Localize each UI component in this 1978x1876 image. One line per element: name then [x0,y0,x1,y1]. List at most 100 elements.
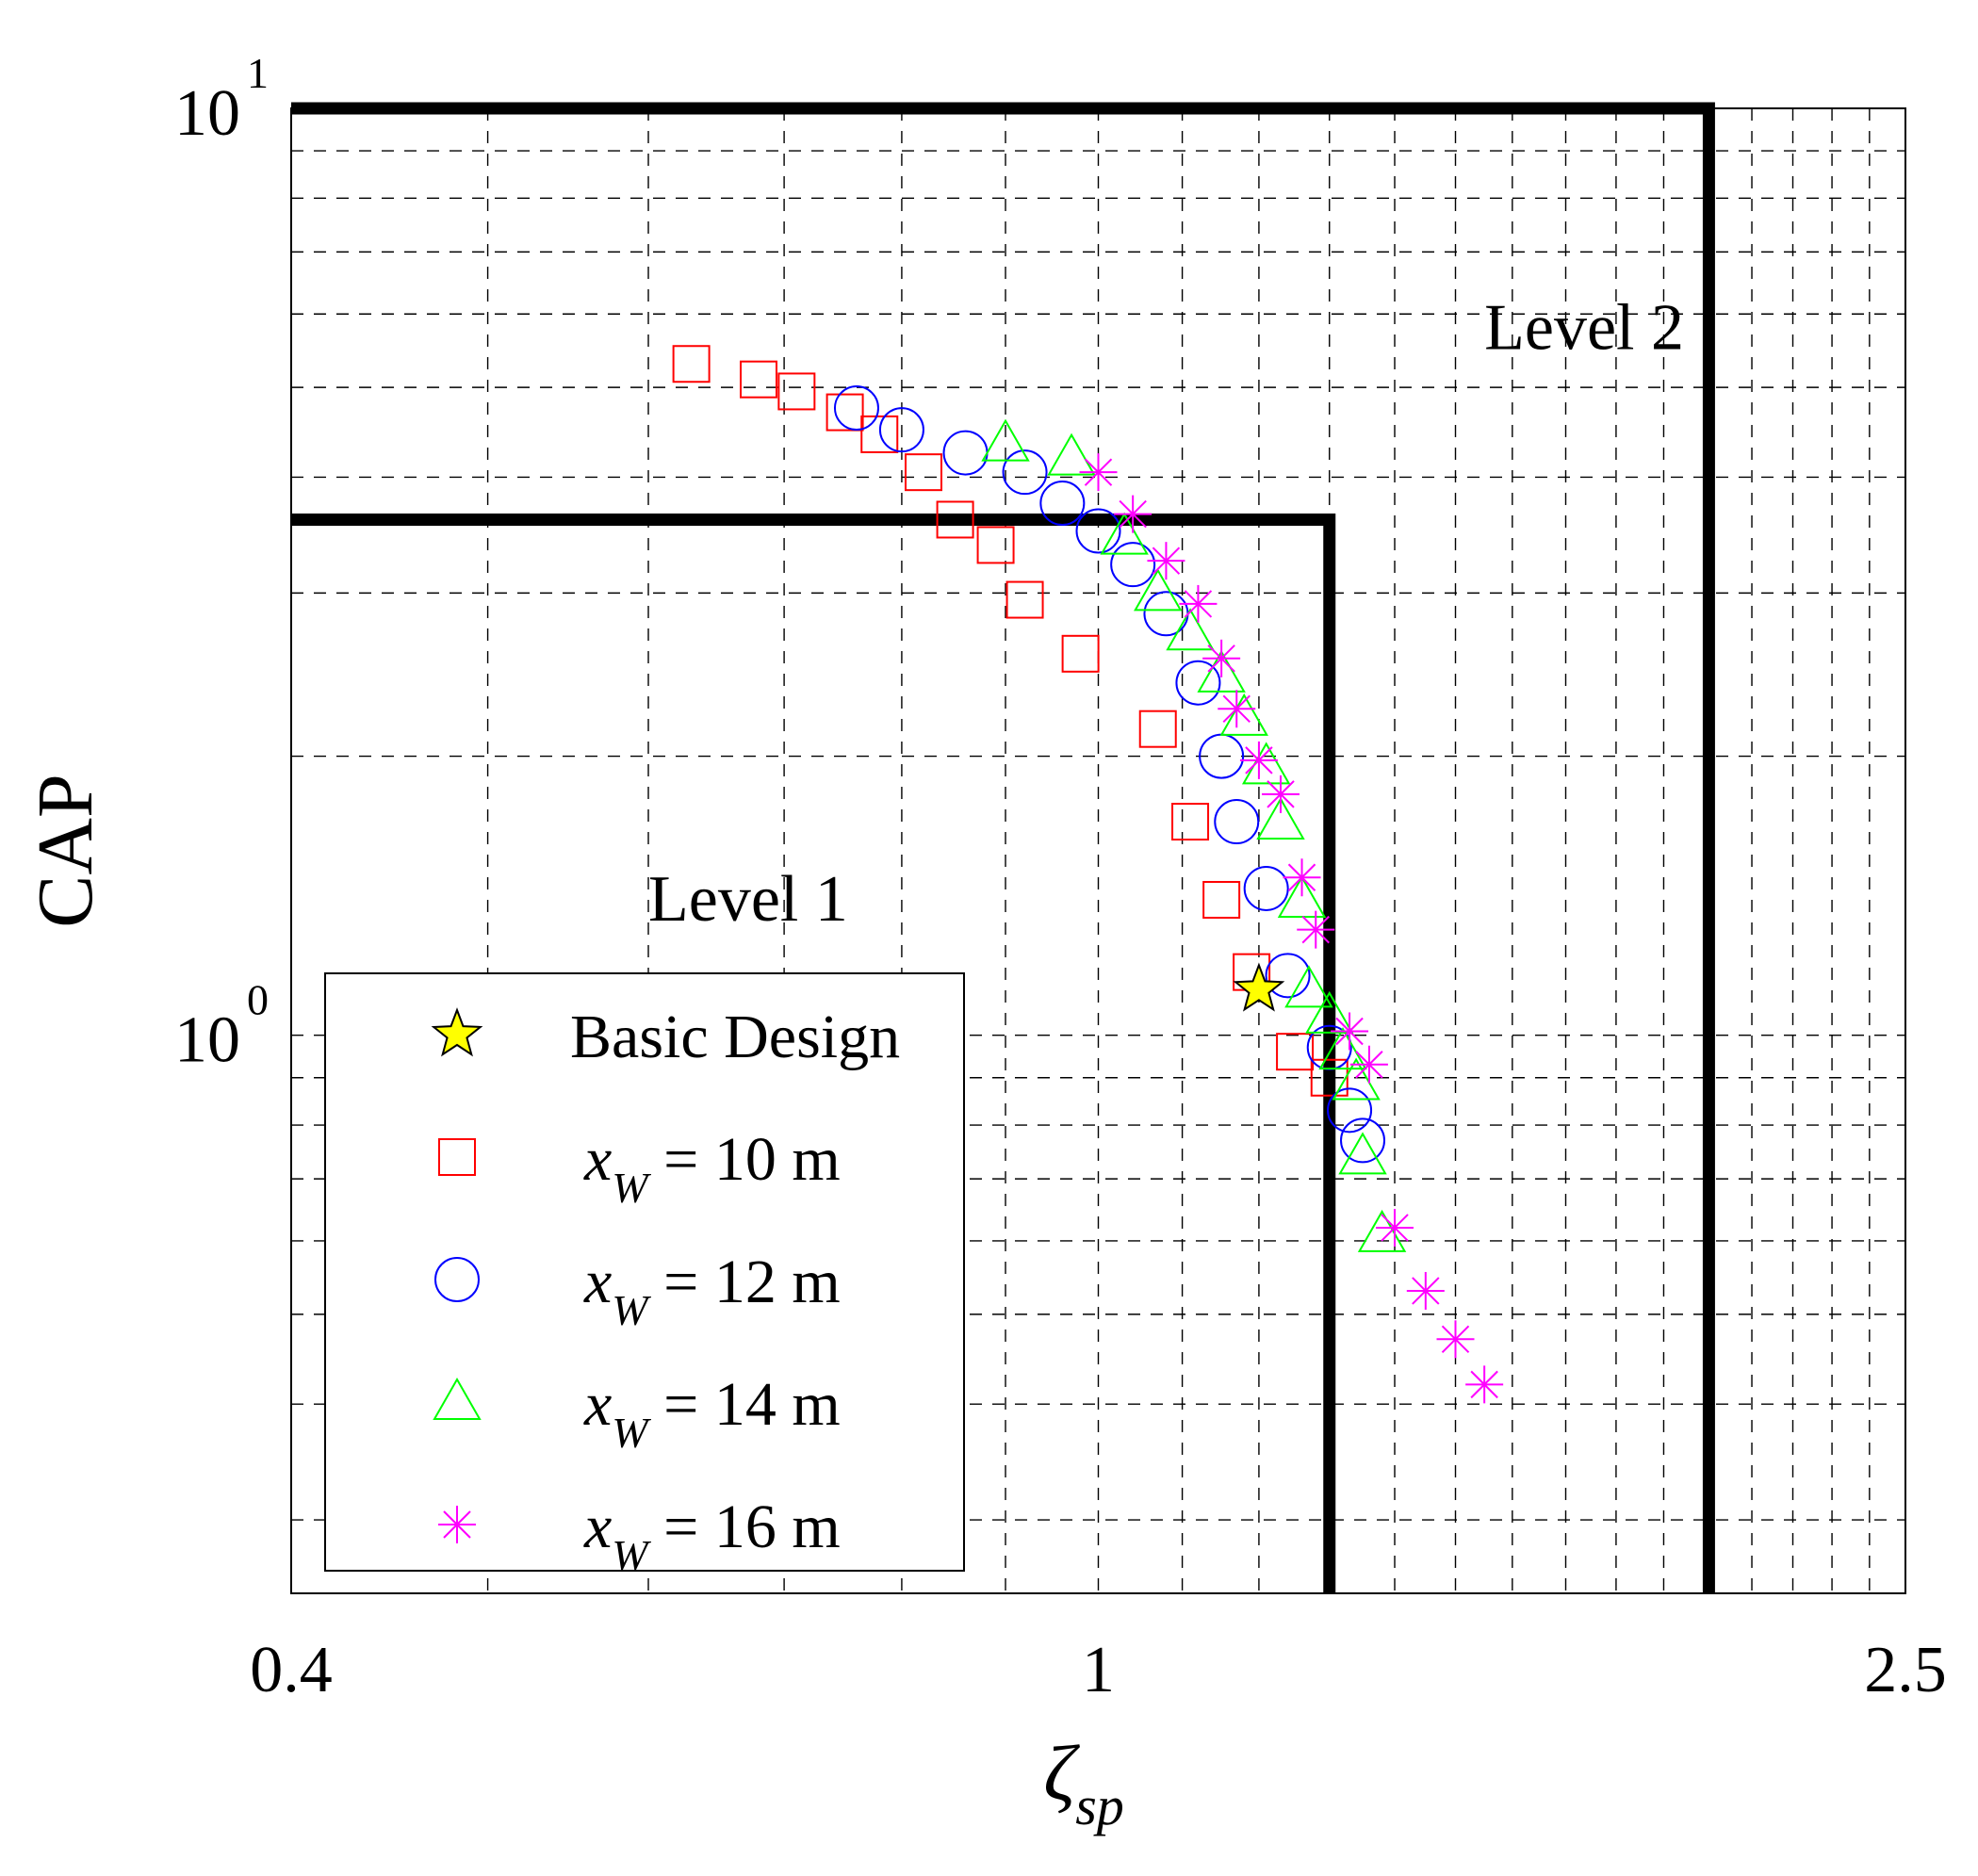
data-point-x10 [936,500,974,539]
circle-marker [1075,508,1121,554]
data-point-x12 [833,385,879,432]
circle-marker [1175,660,1221,706]
triangle-marker [1277,874,1327,918]
data-point-x12 [1265,953,1311,999]
y-tick-label-base: 10 [174,1004,240,1077]
square-marker [1171,803,1210,841]
legend-label-basic: Basic Design [570,1003,900,1071]
legend-marker-x10 [438,1138,476,1176]
series-x14 [981,418,1407,1252]
asterisk-stroke [1207,644,1235,673]
asterisk-stroke [443,1510,471,1539]
square-marker [1202,880,1241,919]
data-point-x16 [1465,1365,1504,1404]
legend-marker-x14 [433,1377,482,1420]
circle-marker [1340,1117,1386,1164]
square-marker [1310,1058,1349,1097]
data-point-x12 [1327,1087,1373,1134]
square-marker [1276,1033,1315,1071]
data-point-x16 [1202,639,1241,677]
data-point-x10 [1138,710,1177,748]
data-point-x16 [1262,775,1300,813]
triangle-marker [1197,649,1246,693]
data-point-x14 [1219,693,1268,736]
data-point-x16 [1297,910,1335,949]
data-point-x12 [1002,449,1048,496]
square-marker [976,526,1015,564]
circle-marker [878,407,924,453]
legend-label-x14: xW = 14 m [583,1370,841,1457]
data-point-x16 [1179,584,1218,623]
square-marker [1005,580,1044,619]
triangle-marker [433,1377,482,1420]
data-point-x10 [976,526,1015,564]
y-tick-label-exponent: 1 [247,49,269,97]
y-tick-label-base: 10 [174,77,240,150]
asterisk-stroke [1412,1277,1440,1305]
star-marker [431,1007,483,1057]
data-point-x10 [672,345,711,383]
data-point-x16 [1331,1012,1369,1051]
circle-marker [1002,449,1048,496]
data-point-x14 [1277,874,1327,918]
asterisk-stroke [1287,863,1316,891]
square-marker [777,372,816,411]
triangle-marker [1134,568,1183,612]
data-point-x14 [1284,965,1333,1008]
data-point-x14 [981,418,1030,462]
data-point-x16 [1349,1045,1388,1084]
y-tick-label-exponent: 0 [247,976,269,1024]
star-marker [1233,962,1285,1012]
data-point-x14 [1047,432,1096,476]
data-point-x14 [1357,1209,1407,1252]
data-point-x10 [1310,1058,1349,1097]
circle-marker [1243,865,1289,911]
circle-marker [434,1257,480,1302]
data-point-x16 [1114,495,1152,533]
triangle-marker [981,418,1030,462]
asterisk-stroke [1355,1051,1383,1079]
data-point-x16 [1239,741,1278,779]
circle-marker [1110,542,1156,588]
triangle-marker [1256,797,1305,840]
data-point-x14 [1134,568,1183,612]
data-point-x14 [1318,1027,1367,1070]
region-labels: Level 1 Level 2 [648,291,1684,935]
x-axis-label: ζsp [1043,1730,1124,1836]
data-point-x10 [1061,634,1100,673]
data-point-x14 [1305,990,1354,1034]
x-tick-label: 1 [1082,1634,1115,1706]
data-point-x14 [1197,649,1246,693]
data-point-x12 [1110,542,1156,588]
data-point-x14 [1256,797,1305,840]
square-marker [740,360,778,399]
series-x10 [672,345,1349,1097]
legend-marker-x12 [434,1257,480,1302]
legend-marker-x16 [438,1506,476,1543]
legend-label-x16: xW = 16 m [583,1493,841,1579]
data-point-x14 [1338,1132,1387,1175]
asterisk-stroke [1084,458,1113,486]
boundary-level-1 [291,513,1336,1593]
legend-marker-basic [431,1007,483,1057]
triangle-marker [1219,693,1268,736]
data-point-x16 [1283,858,1321,897]
data-point-x10 [740,360,778,399]
data-point-x16 [1218,690,1256,728]
triangle-marker [1332,1057,1381,1101]
data-point-x10 [777,372,816,411]
region-label-level-1: Level 1 [648,863,848,936]
triangle-marker [1357,1209,1407,1252]
asterisk-stroke [1267,780,1295,808]
x-tick-label: 2.5 [1864,1634,1947,1706]
asterisk-stroke [1441,1325,1470,1354]
square-marker [936,500,974,539]
asterisk-stroke [1184,590,1213,618]
data-point-x12 [1214,799,1260,845]
circle-marker [1214,799,1260,845]
data-point-x10 [904,453,942,492]
triangle-marker [1305,990,1354,1034]
